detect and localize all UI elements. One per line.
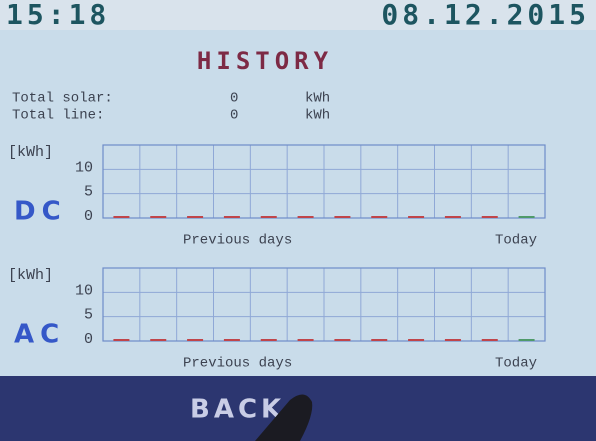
bar bbox=[113, 339, 129, 341]
unit-label: [kWh] bbox=[8, 144, 53, 161]
total-value: 0 bbox=[230, 108, 238, 124]
bar bbox=[150, 339, 166, 341]
bar bbox=[482, 216, 498, 218]
bar bbox=[298, 216, 314, 218]
y-tick-label: 10 bbox=[75, 282, 93, 299]
total-label: Total solar: bbox=[12, 91, 113, 107]
y-tick-label: 0 bbox=[84, 331, 93, 348]
bar bbox=[482, 339, 498, 341]
bar bbox=[519, 216, 535, 218]
bar bbox=[445, 216, 461, 218]
bar bbox=[408, 339, 424, 341]
unit-label: [kWh] bbox=[8, 267, 53, 284]
bar bbox=[261, 216, 277, 218]
back-button-label[interactable]: BACK bbox=[190, 395, 285, 425]
date: 08.12.2015 bbox=[381, 0, 590, 31]
y-tick-label: 5 bbox=[84, 184, 93, 201]
bar bbox=[261, 339, 277, 341]
bar bbox=[187, 339, 203, 341]
bar bbox=[224, 339, 240, 341]
bar bbox=[334, 216, 350, 218]
bar bbox=[224, 216, 240, 218]
chart-name: AC bbox=[14, 320, 65, 350]
page: {"header": {"time": "15:18", "date": "08… bbox=[0, 0, 596, 441]
bar bbox=[187, 216, 203, 218]
y-tick-label: 10 bbox=[75, 159, 93, 176]
bar bbox=[519, 339, 535, 341]
x-label-right: Today bbox=[495, 356, 537, 372]
y-tick-label: 5 bbox=[84, 307, 93, 324]
x-label-right: Today bbox=[495, 233, 537, 249]
total-unit: kWh bbox=[305, 108, 330, 124]
bar bbox=[408, 216, 424, 218]
page-title: HISTORY bbox=[197, 47, 333, 75]
bar bbox=[445, 339, 461, 341]
chart-name: DC bbox=[14, 197, 67, 227]
bar bbox=[371, 339, 387, 341]
bar bbox=[371, 216, 387, 218]
total-value: 0 bbox=[230, 91, 238, 107]
bar bbox=[113, 216, 129, 218]
bar bbox=[298, 339, 314, 341]
total-label: Total line: bbox=[12, 108, 104, 124]
y-tick-label: 0 bbox=[84, 208, 93, 225]
x-label-left: Previous days bbox=[183, 356, 292, 372]
bar bbox=[334, 339, 350, 341]
screen: 15:18 08.12.2015 HISTORY BACK Total sola… bbox=[0, 0, 596, 441]
x-label-left: Previous days bbox=[183, 233, 292, 249]
total-unit: kWh bbox=[305, 91, 330, 107]
bar bbox=[150, 216, 166, 218]
time: 15:18 bbox=[6, 0, 110, 31]
